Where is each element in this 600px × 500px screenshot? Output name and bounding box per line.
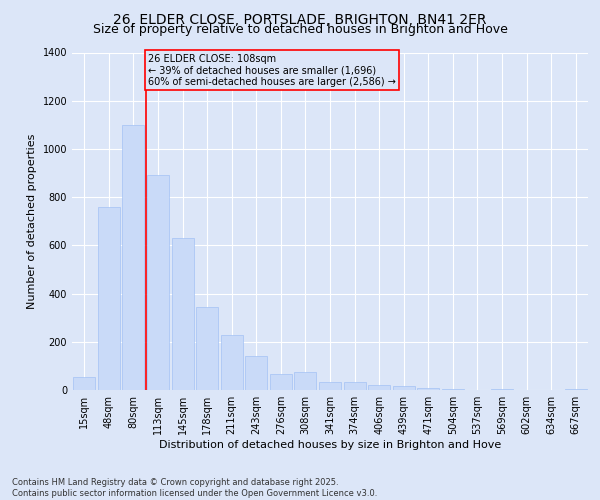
Bar [122,125,145,390]
Y-axis label: Number of detached properties: Number of detached properties [27,134,37,309]
Bar [73,376,95,390]
Bar [221,334,243,390]
Text: Size of property relative to detached houses in Brighton and Hove: Size of property relative to detached ho… [92,22,508,36]
Bar [196,307,218,390]
Bar [98,207,120,390]
Bar [147,176,169,390]
Text: Contains HM Land Registry data © Crown copyright and database right 2025.
Contai: Contains HM Land Registry data © Crown c… [12,478,377,498]
Bar [392,386,415,390]
Bar [417,388,439,390]
Bar [270,374,292,390]
Bar [172,238,194,390]
Bar [565,389,587,390]
Bar [295,372,316,390]
X-axis label: Distribution of detached houses by size in Brighton and Hove: Distribution of detached houses by size … [159,440,501,450]
Text: 26, ELDER CLOSE, PORTSLADE, BRIGHTON, BN41 2ER: 26, ELDER CLOSE, PORTSLADE, BRIGHTON, BN… [113,12,487,26]
Bar [491,389,513,390]
Bar [319,382,341,390]
Bar [245,356,268,390]
Bar [344,382,365,390]
Text: 26 ELDER CLOSE: 108sqm
← 39% of detached houses are smaller (1,696)
60% of semi-: 26 ELDER CLOSE: 108sqm ← 39% of detached… [148,54,396,87]
Bar [368,385,390,390]
Bar [442,389,464,390]
